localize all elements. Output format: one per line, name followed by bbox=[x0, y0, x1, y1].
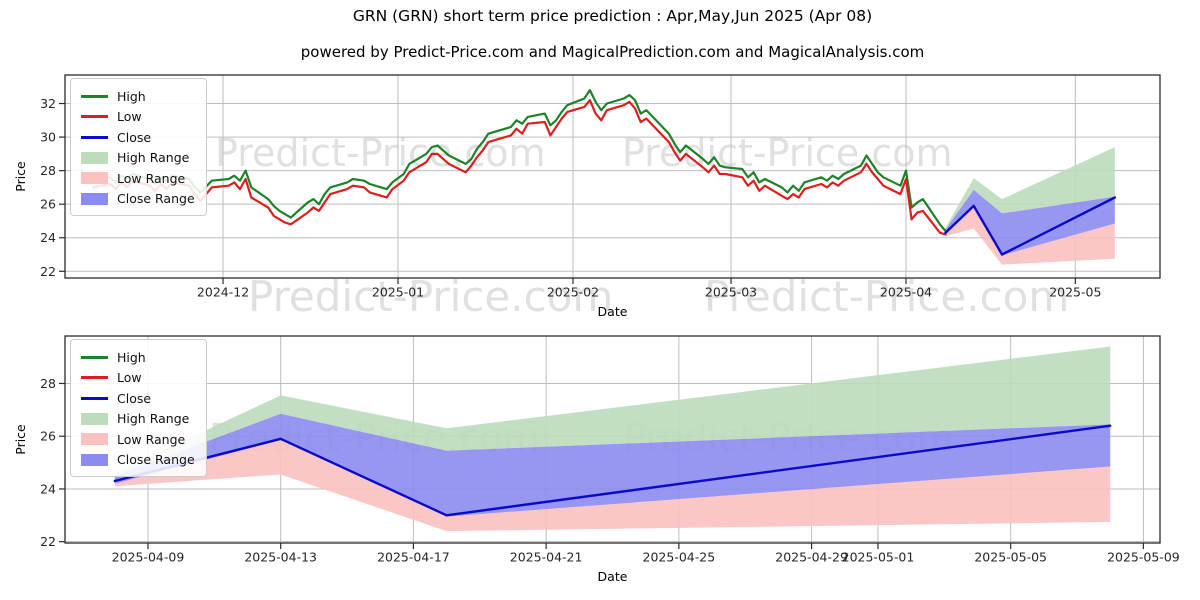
y-tick-label: 26 bbox=[40, 197, 56, 212]
legend-item: Low Range bbox=[81, 429, 195, 450]
legend-item-label: Low Range bbox=[117, 431, 186, 447]
legend-item: Close Range bbox=[81, 189, 195, 210]
low-range-swatch bbox=[81, 433, 108, 446]
top-chart: 22 24 26 28 30 32 2024-12 2025-01 2025-02 2025-03… bbox=[13, 74, 1161, 319]
low-range-swatch bbox=[81, 172, 108, 185]
legend-item: Close bbox=[81, 127, 195, 148]
legend-item: High bbox=[81, 86, 195, 107]
y-tick-label: 24 bbox=[40, 230, 56, 245]
close-swatch bbox=[81, 396, 108, 400]
x-tick-label: 2025-04-21 bbox=[510, 550, 583, 565]
legend-item-label: Low bbox=[117, 109, 142, 125]
close-swatch bbox=[81, 135, 108, 139]
y-tick-label: 26 bbox=[40, 429, 56, 444]
y-axis-label: Price bbox=[13, 424, 28, 455]
legend-item-label: Close Range bbox=[117, 452, 195, 468]
legend-bottom-chart: High Low Close High Range Low Range Close Ran… bbox=[70, 339, 207, 477]
page-subtitle: powered by Predict-Price.com and Magical… bbox=[300, 43, 925, 61]
y-tick-label: 22 bbox=[40, 264, 56, 279]
watermark-text: Predict-Price.com bbox=[622, 131, 953, 175]
x-tick-label: 2025-05-09 bbox=[1107, 550, 1180, 565]
legend-item-label: Low bbox=[117, 370, 142, 386]
legend-item-label: High Range bbox=[117, 150, 190, 166]
legend-item-label: High Range bbox=[117, 411, 190, 427]
plot-frame bbox=[64, 74, 1161, 279]
y-tick-label: 28 bbox=[40, 376, 56, 391]
low-swatch bbox=[81, 115, 108, 119]
y-tick-label: 28 bbox=[40, 163, 56, 178]
x-axis-label: Date bbox=[598, 304, 628, 319]
low-swatch bbox=[81, 376, 108, 380]
x-tick-label: 2025-04 bbox=[880, 285, 932, 300]
x-tick-label: 2025-04-09 bbox=[112, 550, 185, 565]
legend-item-label: Low Range bbox=[117, 170, 186, 186]
x-tick-label: 2025-02 bbox=[547, 285, 599, 300]
legend-item: High Range bbox=[81, 148, 195, 169]
close-range-swatch bbox=[81, 453, 108, 466]
legend-item-label: High bbox=[117, 88, 146, 104]
y-tick-label: 30 bbox=[40, 130, 56, 145]
bottom-chart: 22 24 26 28 2025-04-09 2025-04-13 2025-04-17 20… bbox=[13, 335, 1180, 584]
x-axis-label: Date bbox=[598, 569, 628, 584]
legend-item-label: Close bbox=[117, 390, 152, 406]
x-tick-label: 2025-03 bbox=[705, 285, 757, 300]
x-tick-label: 2025-01 bbox=[372, 285, 424, 300]
y-axis-label: Price bbox=[13, 161, 28, 192]
plot-frame bbox=[64, 335, 1161, 544]
high-swatch bbox=[81, 355, 108, 359]
legend-item-label: Close Range bbox=[117, 191, 195, 207]
series-close-line bbox=[944, 196, 1116, 256]
series-high-line bbox=[92, 89, 947, 233]
close-range-band bbox=[945, 189, 1115, 256]
legend-top-chart: High Low Close High Range Low Range Close Ran… bbox=[70, 78, 207, 216]
y-tick-label: 22 bbox=[40, 534, 56, 549]
legend-item-label: Close bbox=[117, 129, 152, 145]
high-range-band bbox=[114, 346, 1111, 476]
watermark-text: Predict-Price.com bbox=[215, 131, 546, 175]
x-tick-label: 2025-05-01 bbox=[842, 550, 915, 565]
x-tick-label: 2025-04-25 bbox=[643, 550, 716, 565]
x-tick-label: 2024-12 bbox=[197, 285, 249, 300]
legend-item-label: High bbox=[117, 349, 146, 365]
close-range-band bbox=[114, 413, 1111, 517]
legend-item: Low bbox=[81, 368, 195, 389]
watermark-text: Predict-Price.com bbox=[704, 272, 1069, 321]
high-swatch bbox=[81, 94, 108, 98]
close-range-swatch bbox=[81, 192, 108, 205]
legend-item: Close bbox=[81, 388, 195, 409]
legend-item: Low bbox=[81, 107, 195, 128]
legend-item: High Range bbox=[81, 409, 195, 430]
x-tick-label: 2025-04-17 bbox=[377, 550, 450, 565]
x-tick-label: 2025-04-29 bbox=[775, 550, 848, 565]
series-low-line bbox=[92, 99, 947, 236]
y-tick-label: 24 bbox=[40, 481, 56, 496]
legend-item: Close Range bbox=[81, 450, 195, 471]
high-range-swatch bbox=[81, 412, 108, 425]
x-tick-label: 2025-04-13 bbox=[244, 550, 317, 565]
page-title: GRN (GRN) short term price prediction : … bbox=[352, 7, 873, 25]
legend-item: High bbox=[81, 347, 195, 368]
high-range-swatch bbox=[81, 151, 108, 164]
y-tick-label: 32 bbox=[40, 96, 56, 111]
low-range-band bbox=[114, 440, 1111, 532]
legend-item: Low Range bbox=[81, 168, 195, 189]
x-tick-label: 2025-05 bbox=[1049, 285, 1101, 300]
watermark-text: Predict-Price.com bbox=[248, 272, 613, 321]
high-range-band bbox=[945, 147, 1115, 230]
low-range-band bbox=[945, 206, 1115, 265]
x-tick-label: 2025-05-05 bbox=[974, 550, 1047, 565]
